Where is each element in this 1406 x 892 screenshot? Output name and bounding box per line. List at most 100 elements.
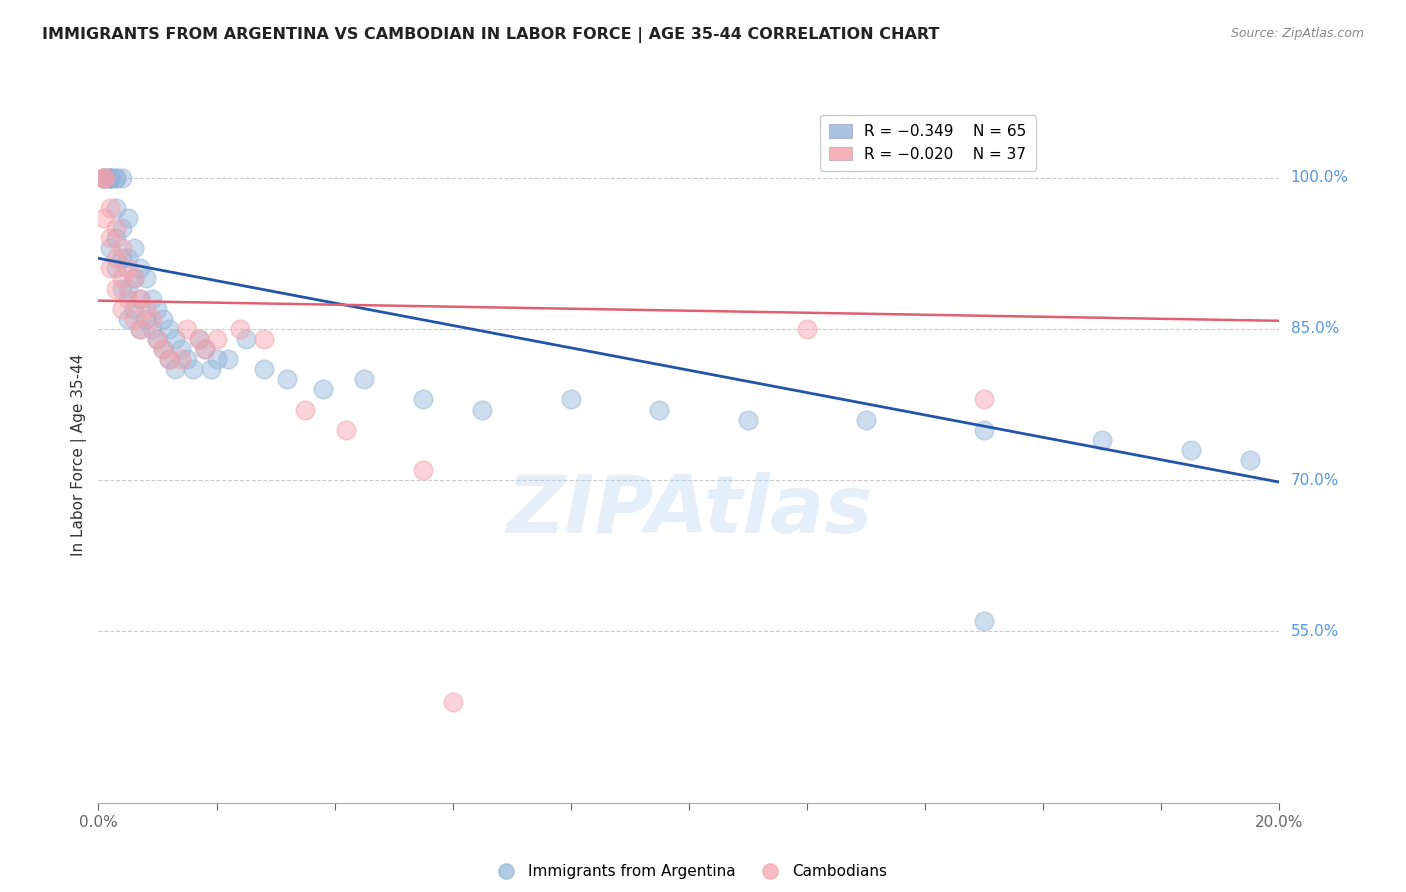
Point	[200, 362, 222, 376]
Point	[146, 301, 169, 316]
Point	[128, 292, 150, 306]
Point	[135, 301, 157, 316]
Point	[98, 201, 121, 215]
Text: 85.0%: 85.0%	[1291, 321, 1339, 336]
Point	[98, 170, 121, 185]
Point	[217, 352, 239, 367]
Point	[194, 342, 217, 356]
Point	[152, 342, 174, 356]
Point	[205, 352, 228, 367]
Point	[205, 332, 228, 346]
Text: Source: ZipAtlas.com: Source: ZipAtlas.com	[1230, 27, 1364, 40]
Point	[165, 362, 187, 376]
Point	[152, 311, 174, 326]
Point	[229, 322, 252, 336]
Point	[117, 292, 139, 306]
Point	[111, 221, 134, 235]
Point	[441, 695, 464, 709]
Text: 100.0%: 100.0%	[1291, 170, 1348, 186]
Point	[157, 322, 180, 336]
Point	[1180, 442, 1202, 457]
Point	[170, 352, 193, 367]
Point	[253, 362, 276, 376]
Point	[93, 170, 115, 185]
Point	[93, 170, 115, 185]
Point	[98, 170, 121, 185]
Point	[1091, 433, 1114, 447]
Point	[105, 170, 128, 185]
Point	[471, 402, 494, 417]
Point	[117, 281, 139, 295]
Point	[141, 311, 163, 326]
Point	[122, 241, 145, 255]
Point	[176, 322, 198, 336]
Point	[105, 231, 128, 245]
Text: ZIPAtlas: ZIPAtlas	[506, 472, 872, 549]
Point	[128, 292, 150, 306]
Point	[128, 322, 150, 336]
Point	[105, 201, 128, 215]
Point	[412, 463, 434, 477]
Point	[122, 271, 145, 285]
Point	[98, 231, 121, 245]
Point	[312, 383, 335, 397]
Point	[93, 170, 115, 185]
Point	[117, 261, 139, 276]
Point	[98, 170, 121, 185]
Point	[111, 301, 134, 316]
Point	[135, 311, 157, 326]
Point	[146, 332, 169, 346]
Point	[146, 332, 169, 346]
Text: 70.0%: 70.0%	[1291, 473, 1339, 488]
Point	[253, 332, 276, 346]
Point	[157, 352, 180, 367]
Point	[141, 292, 163, 306]
Point	[855, 412, 877, 426]
Point	[111, 241, 134, 255]
Point	[117, 211, 139, 225]
Point	[105, 261, 128, 276]
Point	[165, 332, 187, 346]
Point	[796, 322, 818, 336]
Point	[117, 311, 139, 326]
Point	[648, 402, 671, 417]
Legend: Immigrants from Argentina, Cambodians: Immigrants from Argentina, Cambodians	[484, 858, 894, 886]
Point	[1239, 453, 1261, 467]
Text: 55.0%: 55.0%	[1291, 624, 1339, 639]
Point	[187, 332, 209, 346]
Point	[117, 252, 139, 266]
Point	[170, 342, 193, 356]
Point	[93, 170, 115, 185]
Point	[122, 311, 145, 326]
Point	[98, 170, 121, 185]
Point	[276, 372, 298, 386]
Point	[105, 170, 128, 185]
Point	[98, 241, 121, 255]
Point	[105, 281, 128, 295]
Point	[135, 271, 157, 285]
Y-axis label: In Labor Force | Age 35-44: In Labor Force | Age 35-44	[72, 354, 87, 556]
Point	[93, 170, 115, 185]
Point	[335, 423, 357, 437]
Point	[152, 342, 174, 356]
Point	[105, 221, 128, 235]
Point	[98, 261, 121, 276]
Point	[141, 322, 163, 336]
Point	[187, 332, 209, 346]
Point	[353, 372, 375, 386]
Point	[111, 281, 134, 295]
Point	[294, 402, 316, 417]
Point	[560, 392, 582, 407]
Point	[157, 352, 180, 367]
Point	[181, 362, 204, 376]
Point	[412, 392, 434, 407]
Point	[176, 352, 198, 367]
Point	[973, 423, 995, 437]
Text: IMMIGRANTS FROM ARGENTINA VS CAMBODIAN IN LABOR FORCE | AGE 35-44 CORRELATION CH: IMMIGRANTS FROM ARGENTINA VS CAMBODIAN I…	[42, 27, 939, 43]
Point	[973, 392, 995, 407]
Point	[235, 332, 257, 346]
Point	[111, 252, 134, 266]
Point	[122, 271, 145, 285]
Point	[93, 170, 115, 185]
Point	[737, 412, 759, 426]
